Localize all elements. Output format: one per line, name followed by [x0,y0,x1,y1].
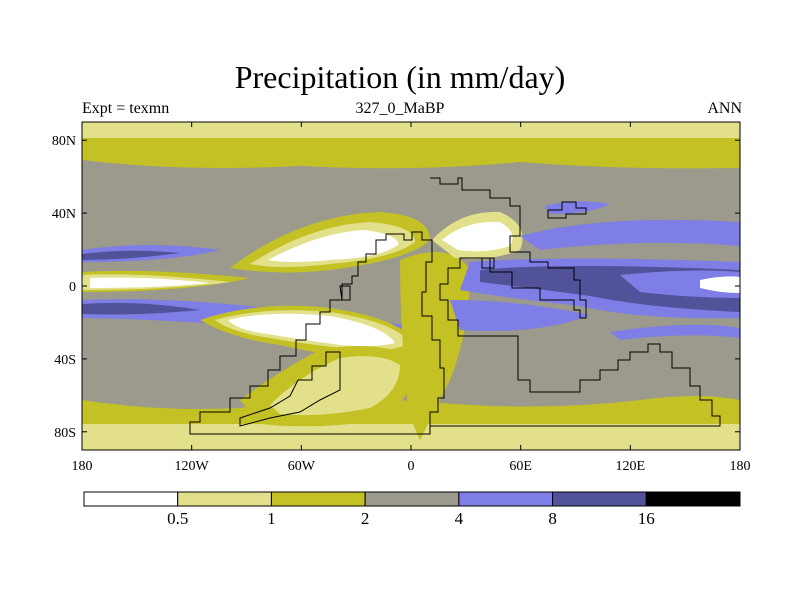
field-se-blue-tail [610,324,740,340]
lat-tick-label: 0 [69,280,76,295]
colorbar-swatch [364,491,460,507]
field-north-cap [82,122,740,142]
field-eeq-mid [620,270,740,298]
lat-tick-label: 40N [52,207,76,222]
lon-tick-label: 0 [408,459,415,474]
lon-tick-label: 180 [72,459,93,474]
colorbar-swatch [83,491,179,507]
colorbar-swatch [270,491,366,507]
continent-outline [189,177,721,435]
map-fields [82,122,740,450]
island-outline-3 [547,201,587,219]
lat-tick-label: 80S [54,426,76,441]
lat-tick-label: 40S [54,353,76,368]
colorbar-label: 4 [455,509,464,528]
colorbar-label: 2 [361,509,370,528]
lon-tick-label: 60E [509,459,532,474]
lon-tick-label: 180 [730,459,751,474]
lon-tick-label: 120E [616,459,646,474]
island-outline-1 [339,285,351,301]
latitude-axis: 80N 40N 0 40S 80S [52,134,740,441]
colorbar-label: 16 [638,509,655,528]
lon-tick-label: 60W [288,459,316,474]
colorbar-swatch [645,491,741,507]
colorbar-swatch [458,491,554,507]
field-eeq-white [700,276,740,293]
continent-inner-outline [239,351,341,427]
field-scont-light [270,356,400,416]
season-label: ANN [707,100,742,117]
island-outline-2 [481,257,495,269]
lon-tick-label: 120W [175,459,210,474]
colorbar-label: 8 [548,509,557,528]
field-nepac-blue [520,219,740,250]
field-spac-dark [82,302,200,315]
field-eq-white [90,277,210,288]
field-se-blue [450,300,590,331]
lat-tick-label: 80N [52,134,76,149]
field-north-band [82,138,740,169]
experiment-label: Expt = texmn [82,100,170,117]
field-ncont-white [442,221,513,252]
colorbar-label: 1 [267,509,276,528]
field-ssub-white [228,313,395,347]
colorbar: 0.5 1 2 4 8 16 [83,491,741,528]
field-midcont-yellow [400,252,470,440]
field-npac-dark [82,250,180,260]
longitude-axis: 180 120W 60W 0 60E 120E 180 [72,122,751,474]
age-label: 327_0_MaBP [355,100,445,117]
colorbar-label: 0.5 [167,509,188,528]
colorbar-swatch [552,491,647,507]
colorbar-swatch [177,491,272,507]
map-title: Precipitation (in mm/day) [234,59,566,95]
